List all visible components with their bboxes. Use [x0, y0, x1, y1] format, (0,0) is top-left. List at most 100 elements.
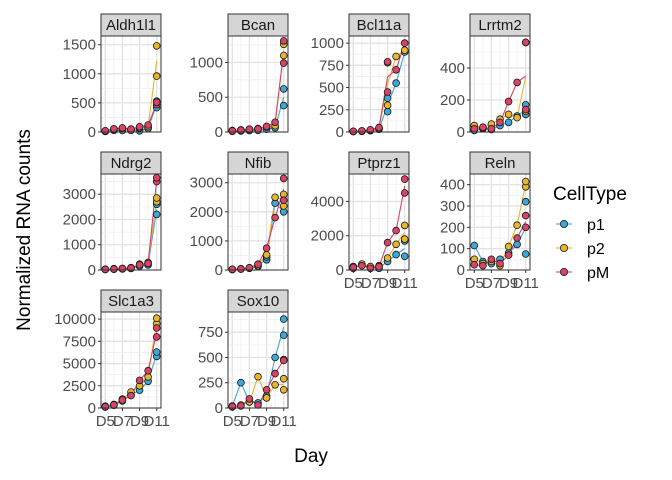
data-point-pM [144, 121, 152, 129]
data-point-pM [228, 265, 237, 274]
data-point-pM [118, 396, 127, 404]
y-tick-label: 500 [319, 80, 344, 97]
y-tick-label: 2500 [63, 378, 96, 395]
facet-bcan: Bcan 0 500 1000 [190, 13, 289, 141]
y-tick-label: 200 [440, 219, 465, 236]
data-point-p1 [521, 197, 530, 206]
data-point-p1 [237, 378, 245, 387]
data-point-pM [237, 126, 245, 135]
facet-strip-label: Nfib [245, 155, 272, 172]
y-tick-label: 3000 [63, 186, 96, 203]
data-point-pM [262, 122, 271, 131]
x-tick-label: D9 [499, 275, 518, 292]
data-point-p2 [383, 254, 392, 262]
data-point-pM [279, 356, 288, 365]
data-point-p2 [400, 46, 409, 54]
data-point-p2 [504, 110, 513, 119]
data-point-pM [383, 88, 392, 96]
data-point-pM [358, 261, 366, 270]
panel-border [348, 173, 410, 271]
legend-title: CellType [553, 184, 627, 205]
y-tick-label: 0 [215, 262, 223, 279]
y-tick-label: 0 [88, 400, 96, 417]
data-point-pM [521, 38, 530, 47]
data-point-p1 [279, 101, 288, 110]
data-point-pM [392, 226, 400, 235]
data-point-p1 [383, 94, 392, 102]
legend-item-pM: pM [556, 265, 609, 282]
facet-strip-label: Slc1a3 [108, 293, 154, 310]
data-point-pM [144, 366, 152, 375]
panel-border [469, 35, 531, 133]
x-tick-label: D7 [482, 275, 501, 292]
data-point-pM [254, 401, 262, 409]
data-point-pM [279, 196, 288, 205]
data-point-p2 [400, 235, 409, 243]
data-point-p2 [262, 251, 271, 259]
data-point-pM [110, 125, 118, 133]
data-point-pM [262, 244, 271, 253]
y-tick-label: 1000 [63, 66, 96, 83]
x-tick-label: D9 [257, 413, 276, 430]
x-tick-label: D5 [223, 413, 242, 430]
data-point-pM [254, 125, 262, 133]
y-tick-label: 200 [440, 92, 465, 109]
gridlines [228, 36, 288, 133]
data-point-p2 [513, 113, 521, 122]
facet-ndrg2: Ndrg2 0 1000 2000 3000 [63, 151, 162, 279]
legend: CellType p1 p2 pM [553, 184, 627, 282]
facet-strip-label: Ptprz1 [357, 155, 400, 172]
y-tick-label: 250 [319, 102, 344, 119]
data-point-p1 [504, 118, 513, 127]
data-point-pM [271, 213, 279, 222]
data-point-p2 [400, 221, 409, 230]
data-point-pM [521, 105, 530, 114]
legend-label: pM [587, 265, 609, 282]
data-point-p2 [279, 51, 288, 60]
data-point-pM [470, 125, 479, 133]
x-tick-label: D11 [513, 275, 539, 292]
facet-strip-label: Aldh1l1 [106, 17, 156, 34]
facet-aldh1l1: Aldh1l1 0 500 1000 1500 [63, 13, 162, 141]
data-point-pM [513, 78, 521, 87]
data-point-p1 [513, 240, 521, 249]
data-point-pM [127, 125, 135, 133]
y-tick-label: 250 [198, 375, 223, 392]
data-point-pM [521, 223, 530, 232]
data-point-pM [152, 174, 161, 182]
data-point-p2 [513, 221, 521, 230]
data-point-pM [118, 264, 127, 273]
x-tick-label: D7 [240, 413, 259, 430]
data-point-pM [504, 97, 513, 106]
data-point-pM [479, 261, 487, 270]
x-tick-label: D5 [96, 413, 115, 430]
data-point-p2 [271, 193, 279, 202]
y-tick-label: 3000 [190, 175, 223, 192]
facet-grid: Aldh1l1050010001500Bcan05001000Bcl11a025… [54, 13, 539, 430]
y-axis-title: Normalized RNA counts [14, 129, 35, 331]
legend-label: p1 [587, 217, 605, 234]
y-tick-label: 400 [440, 177, 465, 194]
data-point-p1 [279, 85, 288, 93]
panel-border [469, 173, 531, 271]
data-point-p2 [144, 373, 152, 381]
data-point-pM [237, 265, 245, 273]
y-tick-label: 500 [198, 349, 223, 366]
data-point-pM [118, 124, 127, 132]
data-point-p2 [279, 374, 288, 383]
y-tick-label: 0 [457, 262, 465, 279]
data-point-p2 [504, 242, 513, 251]
y-tick-label: 500 [198, 89, 223, 106]
y-tick-label: 1000 [190, 233, 223, 250]
data-point-pM [279, 37, 288, 45]
y-tick-label: 4000 [311, 193, 344, 210]
data-point-pM [358, 127, 366, 135]
legend-key-point [560, 267, 569, 276]
facet-nfib: Nfib 0 1000 2000 3000 [190, 151, 289, 279]
y-tick-label: 0 [215, 400, 223, 417]
data-point-pM [513, 234, 521, 242]
panel-border [227, 311, 289, 409]
y-tick-label: 400 [440, 60, 465, 77]
y-tick-label: 300 [440, 198, 465, 215]
